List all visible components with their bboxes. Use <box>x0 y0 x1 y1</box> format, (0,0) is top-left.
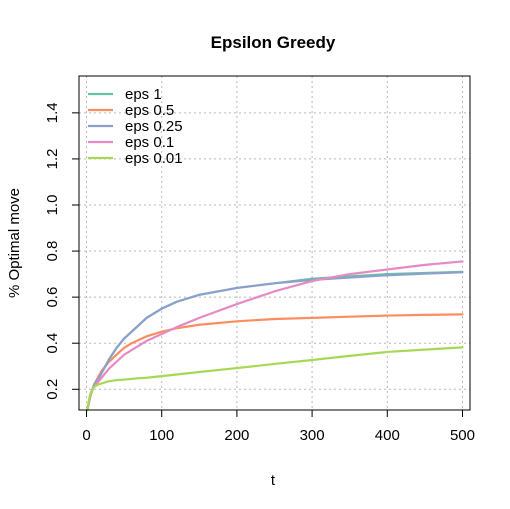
y-tick-label: 0.6 <box>44 287 61 308</box>
plot-frame <box>78 75 471 411</box>
x-tick-label: 500 <box>450 427 475 444</box>
series-line-4 <box>86 346 464 412</box>
series-line-1 <box>86 313 464 412</box>
y-tick-label: 1.2 <box>44 148 61 169</box>
x-tick-label: 200 <box>224 427 249 444</box>
legend-label: eps 1 <box>125 86 162 103</box>
legend-label: eps 0.25 <box>125 118 183 135</box>
x-axis: 0 100 200 300 400 500 <box>82 410 475 444</box>
x-tick-label: 0 <box>82 427 90 444</box>
y-tick-label: 0.4 <box>44 333 61 354</box>
x-tick-label: 400 <box>375 427 400 444</box>
x-tick-label: 300 <box>300 427 325 444</box>
x-tick-label: 100 <box>149 427 174 444</box>
x-axis-label: t <box>271 472 276 489</box>
y-tick-label: 0.2 <box>44 379 61 400</box>
data-series <box>86 260 464 412</box>
legend-label: eps 0.5 <box>125 102 174 119</box>
y-axis: 0.2 0.4 0.6 0.8 1.0 1.2 1.4 <box>44 102 79 400</box>
y-tick-label: 0.8 <box>44 241 61 262</box>
y-tick-label: 1.4 <box>44 102 61 123</box>
legend-label: eps 0.1 <box>125 134 174 151</box>
y-tick-label: 1.0 <box>44 195 61 216</box>
legend-label: eps 0.01 <box>125 150 183 167</box>
chart-title: Epsilon Greedy <box>211 33 336 52</box>
y-axis-label: % Optimal move <box>6 188 23 298</box>
